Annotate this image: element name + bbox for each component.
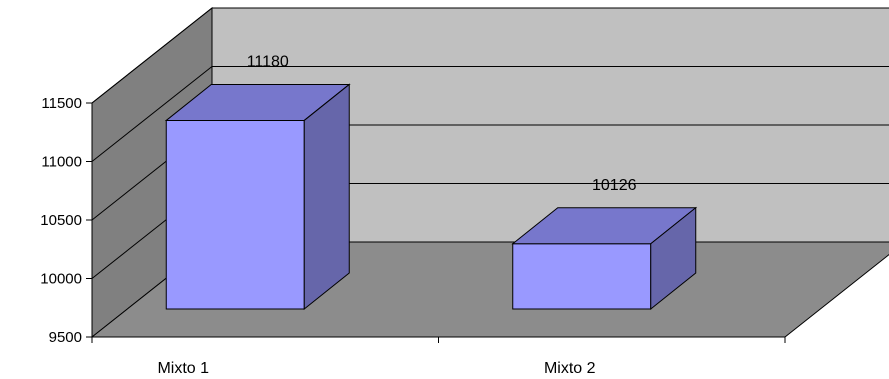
y-tick-label: 10000 xyxy=(40,271,82,288)
gridline-side-4 xyxy=(91,7,213,104)
bar-side xyxy=(650,206,697,311)
bar-front xyxy=(512,243,652,310)
y-axis-ticks: 9500 10000 10500 11000 11500 xyxy=(40,95,92,346)
x-category-label: Mixto 1 xyxy=(157,360,209,377)
gridline-side-3 xyxy=(91,66,213,162)
bar-1 xyxy=(164,83,351,311)
bar-side xyxy=(303,83,350,311)
x-category-label: Mixto 2 xyxy=(544,360,596,377)
data-label: 11180 xyxy=(247,53,289,70)
y-tick-label: 9500 xyxy=(49,329,82,346)
bar-front xyxy=(165,119,305,310)
y-tick-label: 10500 xyxy=(40,212,82,229)
y-tick-label: 11000 xyxy=(41,154,82,171)
data-labels: 11180 10126 xyxy=(247,53,637,193)
x-axis-labels: Mixto 1 Mixto 2 xyxy=(91,337,786,377)
data-label: 10126 xyxy=(592,177,637,194)
y-tick-label: 11500 xyxy=(41,95,82,112)
bar-2 xyxy=(511,206,698,311)
bars xyxy=(164,83,698,311)
